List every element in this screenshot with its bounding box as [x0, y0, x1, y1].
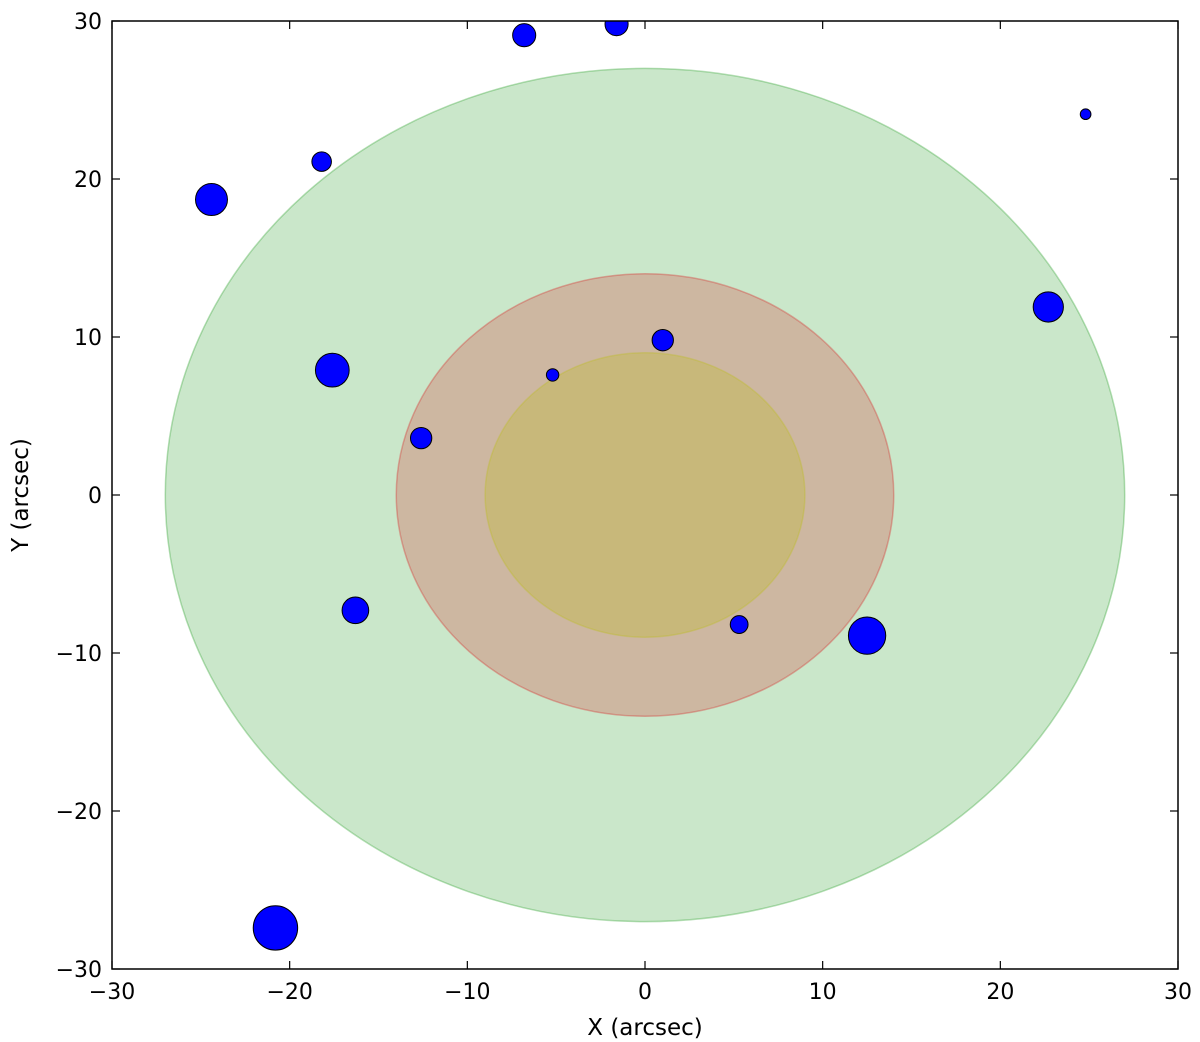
y-tick-label: −30 — [56, 958, 102, 983]
region-ellipse-1 — [395, 273, 895, 717]
data-point-10 — [341, 596, 370, 625]
y-tick-label: 30 — [74, 10, 102, 35]
data-point-4 — [1079, 108, 1092, 121]
y-axis-label: Y (arcsec) — [8, 438, 34, 553]
y-tick-label: −10 — [56, 642, 102, 667]
data-point-3 — [604, 21, 629, 37]
data-point-5 — [1032, 291, 1064, 323]
data-point-12 — [847, 616, 887, 655]
axis-ticks — [111, 20, 1179, 970]
y-tick-label: −20 — [56, 800, 102, 825]
x-tick-label: 0 — [638, 980, 652, 1005]
region-ellipse-2 — [484, 352, 806, 638]
data-point-13 — [252, 905, 299, 951]
data-point-7 — [651, 329, 674, 352]
x-tick-label: 20 — [986, 980, 1014, 1005]
data-point-1 — [311, 151, 332, 172]
data-point-2 — [512, 23, 537, 48]
x-axis-label: X (arcsec) — [587, 1015, 702, 1041]
x-tick-label: −20 — [266, 980, 312, 1005]
y-tick-label: 10 — [74, 326, 102, 351]
y-tick-labels: −30 −20 −10 0 10 20 30 — [56, 10, 102, 983]
y-tick-label: 0 — [88, 484, 102, 509]
data-point-9 — [409, 426, 433, 450]
data-points — [195, 21, 1092, 951]
plot-background — [112, 21, 1178, 969]
data-point-8 — [545, 368, 560, 382]
x-tick-labels: −30 −20 −10 0 10 20 30 — [89, 980, 1192, 1005]
data-point-11 — [729, 615, 749, 634]
data-point-6 — [314, 352, 350, 388]
data-point-0 — [195, 183, 228, 217]
x-tick-label: −10 — [444, 980, 490, 1005]
x-tick-label: 30 — [1164, 980, 1192, 1005]
x-tick-label: 10 — [809, 980, 837, 1005]
region-ellipse-0 — [164, 67, 1126, 923]
x-tick-label: −30 — [89, 980, 135, 1005]
y-tick-label: 20 — [74, 168, 102, 193]
aperture-regions — [164, 67, 1126, 923]
